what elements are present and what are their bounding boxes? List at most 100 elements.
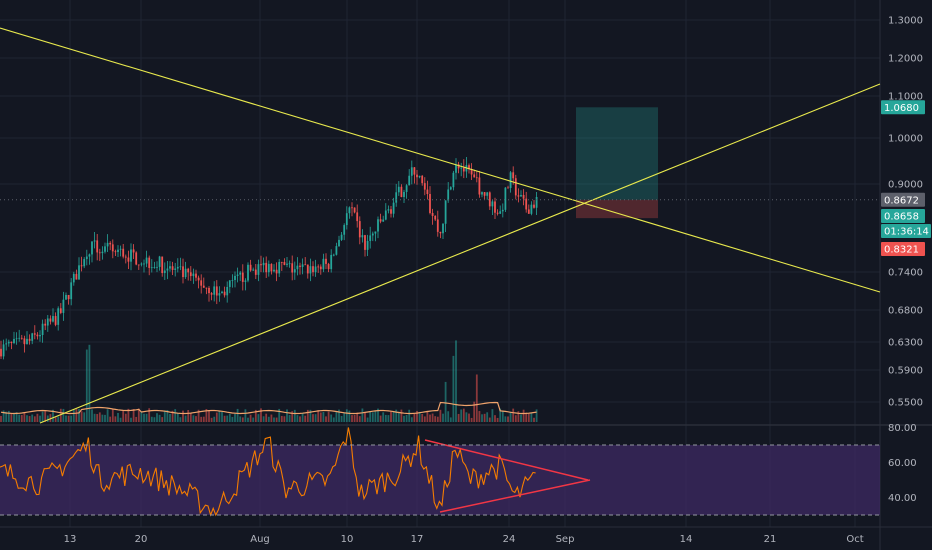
candle-body	[226, 286, 229, 296]
volume-bar	[509, 411, 512, 422]
candle-body	[176, 266, 179, 269]
time-tick-label: 14	[680, 534, 693, 545]
rsi-triangle-upper	[424, 439, 589, 481]
candle-body	[473, 174, 476, 178]
candle-body	[78, 265, 80, 280]
volume-bar	[483, 413, 486, 422]
volume-bar	[28, 416, 31, 422]
volume-bar	[0, 415, 2, 422]
price-tick-label: 0.5500	[888, 398, 923, 409]
volume-bar	[54, 417, 57, 422]
volume-bar	[314, 414, 317, 422]
volume-bar	[10, 413, 13, 422]
candle-body	[514, 178, 517, 196]
price-axis[interactable]: 1.3000 1.2000 1.1000 1.0000 0.9000 0.7400 0.68…	[888, 16, 923, 409]
price-tags: 1.0680 0.8672 0.8658 01:36:14 0.8321	[881, 100, 931, 256]
candle-body	[202, 285, 205, 288]
candle-body	[260, 264, 262, 266]
candle-body	[322, 258, 325, 270]
candle-body	[296, 265, 299, 270]
volume-bar	[431, 413, 434, 422]
ascending-trendline	[39, 83, 881, 424]
volume-bar	[101, 414, 104, 422]
candle-body	[486, 192, 489, 196]
volume-bar	[91, 409, 93, 422]
candle-body	[54, 316, 57, 325]
candle-body	[195, 273, 197, 278]
price-tick-label: 1.3000	[888, 16, 923, 27]
trendlines[interactable]	[0, 27, 881, 424]
descending-trendline	[0, 27, 881, 293]
candle-body	[444, 200, 447, 224]
volume-bar	[306, 409, 309, 422]
volume-bar	[130, 417, 132, 422]
time-axis[interactable]: 13 20 Aug 10 17 24 Sep 14 21 Oct	[64, 534, 864, 545]
candle-body	[426, 189, 429, 195]
candle-body	[7, 341, 10, 344]
candle-body	[85, 256, 88, 260]
candle-body	[270, 263, 273, 272]
volume-bar	[356, 412, 359, 422]
volume-bar	[330, 414, 333, 422]
candle-body	[494, 201, 496, 213]
candle-body	[522, 194, 525, 199]
volume-bar	[257, 414, 260, 422]
rsi-triangle[interactable]	[424, 439, 591, 513]
volume-bar	[392, 411, 395, 422]
candle-body	[72, 273, 75, 283]
candle-body	[26, 338, 28, 345]
volume-bar	[470, 417, 473, 422]
candle-body	[314, 266, 317, 273]
volume-bar	[46, 415, 49, 422]
candle-body	[327, 263, 330, 270]
price-tick-label: 0.9000	[888, 180, 923, 191]
candle-body	[117, 249, 119, 253]
candle-body	[67, 294, 70, 300]
candle-body	[306, 264, 309, 274]
candle-body	[104, 246, 106, 252]
volume-bar	[41, 411, 44, 422]
rsi-axis[interactable]: 80.00 60.00 40.00	[888, 423, 917, 504]
candle-body	[429, 194, 431, 213]
rsi-triangle-lower	[439, 479, 591, 513]
candle-body	[218, 293, 221, 296]
volume-bar	[189, 413, 192, 422]
volume-bar	[179, 417, 182, 422]
volume-bar	[317, 410, 320, 422]
volume-bar	[244, 409, 247, 422]
candle-body	[13, 338, 15, 344]
candle-body	[371, 233, 374, 236]
candle-body	[223, 291, 226, 296]
candle-body	[153, 267, 156, 268]
volume-bar	[223, 415, 226, 422]
volume-bar	[462, 408, 465, 422]
candle-body	[501, 209, 504, 212]
candle-body	[457, 164, 460, 169]
rsi-band	[0, 445, 880, 515]
candle-body	[455, 164, 457, 173]
candle-body	[228, 280, 231, 287]
candle-body	[535, 196, 538, 208]
trade-position-box[interactable]	[576, 107, 658, 219]
volume-bar	[418, 411, 421, 422]
price-tick-label: 1.1000	[888, 92, 923, 103]
price-tag-label: 0.8658	[884, 212, 919, 223]
volume-bar	[291, 411, 294, 422]
candle-body	[75, 273, 78, 280]
volume-bar	[421, 413, 424, 422]
candle-body	[83, 259, 86, 267]
price-tick-label: 1.2000	[888, 54, 923, 65]
volume-bar	[15, 412, 18, 422]
volume-bar	[169, 413, 171, 422]
volume-bar	[5, 411, 8, 422]
candle-body	[80, 265, 83, 267]
candle-body	[127, 257, 130, 262]
candle-body	[234, 275, 236, 281]
candle-body	[423, 183, 426, 190]
candle-body	[119, 248, 122, 250]
volume-bar	[228, 413, 231, 422]
candle-body	[431, 212, 434, 216]
candle-body	[91, 241, 93, 255]
